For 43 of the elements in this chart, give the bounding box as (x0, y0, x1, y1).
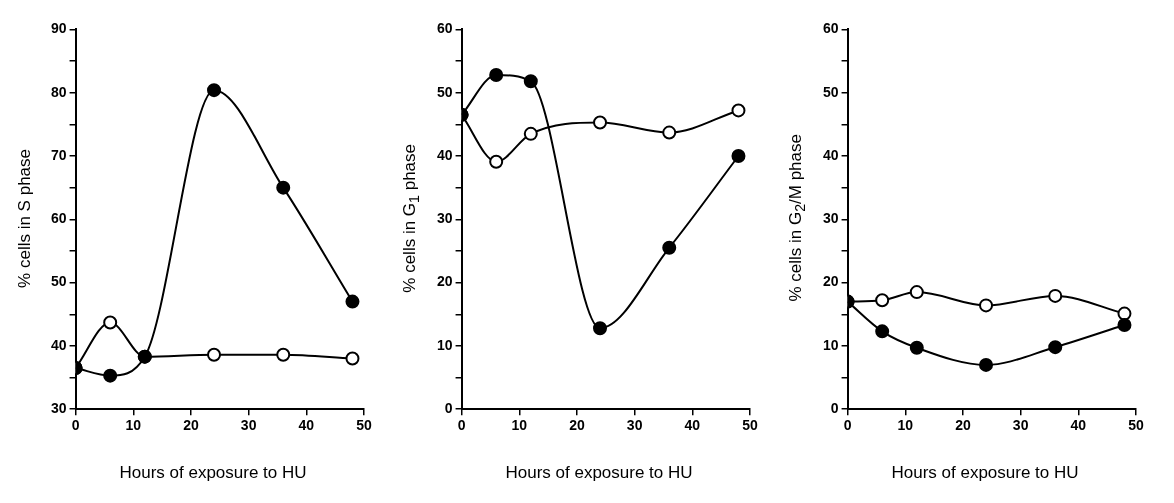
x-tick-label: 20 (955, 417, 971, 434)
y-tick-label: 60 (822, 20, 839, 37)
x-tick-label: 10 (897, 417, 914, 434)
y-tick-label: 20 (436, 273, 453, 290)
y-tick-label: 30 (822, 210, 839, 227)
y-tick-label: 40 (436, 146, 453, 163)
x-tick-label: 50 (356, 417, 372, 434)
x-tick-label: 40 (1070, 417, 1087, 434)
y-tick-label: 0 (830, 400, 839, 417)
y-tick-label: 60 (50, 210, 67, 227)
y-axis-title: % cells in S phase (15, 148, 35, 288)
y-tick-label: 10 (822, 336, 839, 353)
x-tick-label: 40 (684, 417, 701, 434)
x-tick-label: 30 (1012, 417, 1029, 434)
y-tick-label: 70 (50, 146, 67, 163)
y-tick-label: 10 (436, 336, 453, 353)
x-tick-label: 30 (240, 417, 257, 434)
y-tick-label: 60 (436, 20, 453, 37)
x-tick-label: 0 (71, 417, 80, 434)
y-tick-label: 40 (822, 146, 839, 163)
x-tick-label: 20 (183, 417, 199, 434)
x-tick-label: 30 (626, 417, 643, 434)
x-tick-label: 50 (742, 417, 758, 434)
y-tick-label: 30 (436, 210, 453, 227)
x-axis-title: Hours of exposure to HU (504, 463, 694, 483)
x-axis-title: Hours of exposure to HU (890, 463, 1080, 483)
x-tick-label: 0 (457, 417, 466, 434)
y-tick-label: 50 (50, 273, 67, 290)
x-tick-label: 20 (569, 417, 585, 434)
x-tick-label: 10 (511, 417, 528, 434)
y-tick-label: 90 (50, 20, 67, 37)
x-axis-title: Hours of exposure to HU (118, 463, 308, 483)
x-tick-label: 10 (125, 417, 142, 434)
x-tick-label: 40 (298, 417, 315, 434)
y-tick-label: 20 (822, 273, 839, 290)
y-tick-label: 50 (436, 83, 453, 100)
y-tick-label: 50 (822, 83, 839, 100)
y-tick-label: 30 (50, 400, 67, 417)
y-tick-label: 0 (444, 400, 453, 417)
x-tick-label: 50 (1128, 417, 1144, 434)
y-tick-label: 80 (50, 83, 67, 100)
x-tick-label: 0 (843, 417, 852, 434)
y-tick-label: 40 (50, 336, 67, 353)
